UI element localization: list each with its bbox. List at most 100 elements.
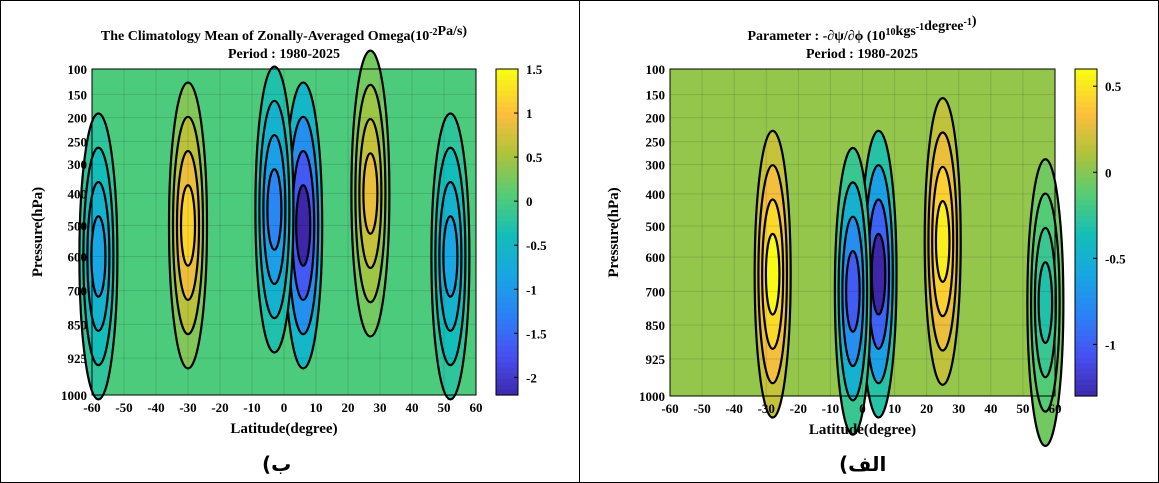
- colorbar-segment: [496, 123, 518, 130]
- chart-title: Parameter : -∂ψ/∂ϕ (1010kgs-1degree-1): [747, 14, 976, 44]
- x-tick-label: -60: [661, 401, 678, 416]
- colorbar-segment: [496, 232, 518, 239]
- x-tick-label: -40: [147, 400, 164, 415]
- colorbar-tick-label: 0.5: [1105, 79, 1122, 94]
- colorbar-segment: [1075, 319, 1097, 326]
- x-tick-label: 20: [342, 400, 355, 415]
- colorbar-segment: [1075, 172, 1097, 179]
- colorbar-segment: [1075, 145, 1097, 152]
- x-tick-label: -60: [83, 400, 100, 415]
- y-tick-label: 100: [646, 62, 666, 77]
- x-tick-label: -50: [115, 400, 132, 415]
- x-tick-label: 20: [920, 401, 933, 416]
- y-tick-label: 400: [68, 187, 88, 202]
- colorbar-segment: [1075, 118, 1097, 125]
- colorbar-segment: [1075, 287, 1097, 294]
- colorbar-segment: [496, 166, 518, 173]
- colorbar-segment: [496, 308, 518, 315]
- colorbar-segment: [496, 291, 518, 298]
- x-tick-label: -10: [243, 400, 260, 415]
- plot-area-border: [669, 68, 1056, 397]
- colorbar-segment: [496, 74, 518, 81]
- chart-subtitle: Period : 1980-2025: [806, 47, 918, 62]
- colorbar-segment: [496, 259, 518, 266]
- x-tick-label: -30: [758, 401, 775, 416]
- colorbar-segment: [1075, 248, 1097, 255]
- chart-panel-1: -60 -50 -40 -30 -20 -10 0 10 20 30 40 50 60100150200…: [606, 14, 1126, 448]
- colorbar-segment: [1075, 128, 1097, 135]
- contour-3-3: [845, 249, 861, 333]
- colorbar-segment: [496, 302, 518, 309]
- colorbar-segment: [496, 112, 518, 119]
- x-tick-label: -50: [693, 401, 710, 416]
- colorbar-segment: [1075, 107, 1097, 114]
- colorbar-segment: [496, 286, 518, 293]
- colorbar-segment: [496, 139, 518, 146]
- title-part: degree: [924, 19, 963, 34]
- x-tick-label: 40: [984, 401, 997, 416]
- colorbar-tick-label: -0.5: [526, 238, 547, 253]
- colorbar-segment: [1075, 314, 1097, 321]
- colorbar-segment: [1075, 276, 1097, 283]
- y-tick-label: 150: [646, 88, 666, 103]
- colorbar-segment: [1075, 101, 1097, 108]
- colorbar-segment: [1075, 134, 1097, 141]
- colorbar-segment: [496, 79, 518, 86]
- colorbar-tick-label: -0.5: [1105, 251, 1126, 266]
- y-tick-label: 850: [68, 317, 88, 332]
- contour-1-3: [362, 152, 379, 235]
- colorbar-segment: [1075, 210, 1097, 217]
- y-tick-label: 600: [646, 250, 666, 265]
- y-tick-label: 400: [646, 187, 666, 202]
- colorbar-segment: [496, 275, 518, 282]
- panel-label-left: (ب: [262, 452, 292, 476]
- colorbar-tick-label: 0: [526, 194, 533, 209]
- y-tick-label: 250: [646, 135, 666, 150]
- colorbar-segment: [496, 210, 518, 217]
- colorbar-tick-label: 0.5: [526, 150, 543, 165]
- colorbar-tick-label: 1: [526, 106, 533, 121]
- x-tick-label: 60: [470, 400, 483, 415]
- colorbar-segment: [1075, 363, 1097, 370]
- colorbar-segment: [1075, 199, 1097, 206]
- colorbar-segment: [1075, 297, 1097, 304]
- y-tick-label: 150: [68, 87, 88, 102]
- colorbar-segment: [1075, 281, 1097, 288]
- x-tick-label: 60: [1049, 401, 1062, 416]
- colorbar-segment: [1075, 112, 1097, 119]
- colorbar-segment: [1075, 139, 1097, 146]
- contour-4-3: [1037, 261, 1054, 345]
- colorbar-segment: [496, 221, 518, 228]
- y-tick-label: 925: [68, 351, 88, 366]
- colorbar-segment: [496, 378, 518, 385]
- colorbar-segment: [1075, 74, 1097, 81]
- colorbar-segment: [496, 134, 518, 141]
- colorbar-segment: [496, 188, 518, 195]
- colorbar-segment: [496, 204, 518, 211]
- colorbar-segment: [496, 237, 518, 244]
- colorbar-segment: [1075, 216, 1097, 223]
- colorbar-segment: [1075, 390, 1097, 397]
- colorbar-segment: [1075, 292, 1097, 299]
- title-part: kgs: [896, 24, 917, 39]
- colorbar-tick-label: -2: [526, 370, 537, 385]
- x-axis-label: Latitude(degree): [230, 421, 337, 437]
- colorbar-segment: [496, 242, 518, 249]
- x-tick-label: 50: [438, 400, 451, 415]
- colorbar-tick-label: -1: [526, 282, 537, 297]
- colorbar-tick-label: -1.5: [526, 326, 547, 341]
- colorbar-segment: [1075, 368, 1097, 375]
- colorbar-segment: [1075, 183, 1097, 190]
- colorbar-segment: [496, 324, 518, 331]
- colorbar-segment: [496, 367, 518, 374]
- colorbar-segment: [1075, 265, 1097, 272]
- title-superscript: -1: [964, 17, 972, 28]
- x-tick-label: -20: [211, 400, 228, 415]
- colorbar-segment: [1075, 194, 1097, 201]
- colorbar-segment: [496, 150, 518, 157]
- colorbar-segment: [496, 340, 518, 347]
- y-axis-label: Pressure(hPa): [606, 187, 622, 277]
- colorbar-segment: [1075, 205, 1097, 212]
- title-superscript: 10: [886, 27, 896, 38]
